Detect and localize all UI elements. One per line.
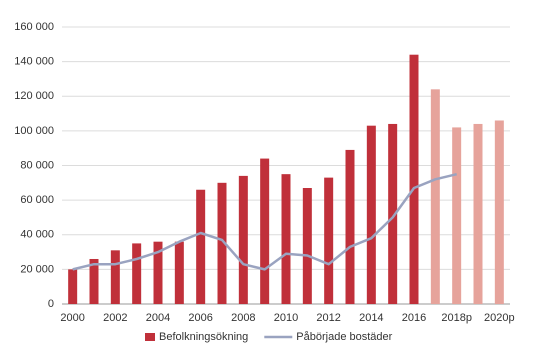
x-tick-label: 2004 [146,312,170,324]
bar [281,174,291,304]
bar [110,250,120,304]
bar [174,241,184,304]
y-tick-label: 100 000 [14,125,54,137]
y-tick-label: 160 000 [14,21,54,33]
x-tick-label: 2012 [316,312,340,324]
bar [132,243,142,304]
x-tick-label: 2016 [402,312,426,324]
bar [238,175,248,304]
bar [473,123,483,304]
x-tick-label: 2000 [60,312,84,324]
x-tick-label: 2002 [103,312,127,324]
legend-label: Påbörjade bostäder [296,331,392,343]
bar [196,189,206,304]
bar [260,158,270,304]
y-tick-label: 40 000 [20,229,54,241]
x-tick-label: 2020p [484,312,515,324]
y-tick-label: 20 000 [20,263,54,275]
bar [409,54,419,305]
bar [302,188,312,304]
legend-label: Befolkningsökning [159,331,248,343]
bar [452,127,462,304]
x-tick-label: 2018p [441,312,472,324]
bar [494,120,504,304]
line [72,172,457,271]
x-tick-label: 2006 [188,312,212,324]
bar [324,177,334,304]
bar [388,123,398,304]
bar [153,241,163,304]
y-tick-label: 120 000 [14,90,54,102]
y-tick-label: 0 [48,298,54,310]
y-tick-label: 80 000 [20,159,54,171]
bar [89,258,99,304]
bar [366,125,376,305]
legend-swatch [145,333,155,341]
x-tick-label: 2010 [274,312,298,324]
bar [68,269,78,304]
y-tick-label: 60 000 [20,194,54,206]
bar [217,182,227,304]
bar [345,149,355,304]
x-tick-label: 2014 [359,312,383,324]
y-tick-label: 140 000 [14,56,54,68]
bar [430,89,440,304]
x-tick-label: 2008 [231,312,255,324]
